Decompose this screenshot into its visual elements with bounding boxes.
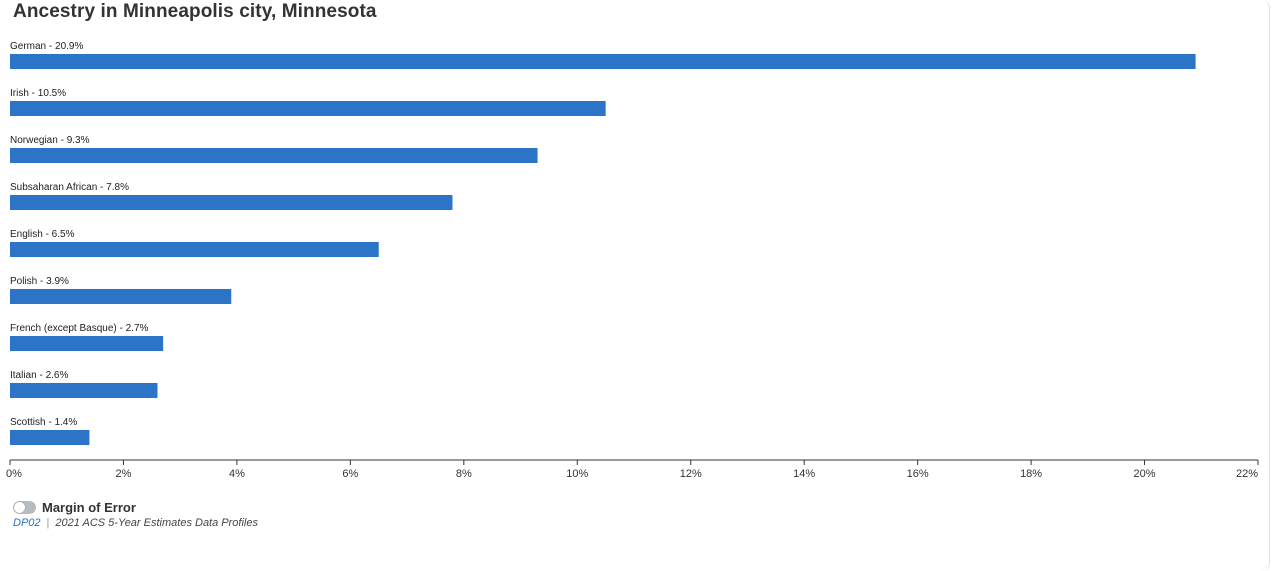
- bar-label: Polish - 3.9%: [10, 276, 69, 287]
- bar-label: German - 20.9%: [10, 41, 83, 52]
- source-separator: |: [46, 517, 50, 529]
- source-line: DP02 | 2021 ACS 5-Year Estimates Data Pr…: [13, 517, 258, 529]
- bar[interactable]: [10, 54, 1196, 69]
- x-tick-label: 16%: [907, 468, 929, 480]
- x-tick-label: 18%: [1020, 468, 1042, 480]
- x-tick-label: 2%: [116, 468, 132, 480]
- x-tick-label: 14%: [793, 468, 815, 480]
- bar-chart: German - 20.9% Irish - 10.5% Norwegian - 9…: [6, 41, 1259, 480]
- bar[interactable]: [10, 289, 232, 304]
- bar[interactable]: [10, 383, 158, 398]
- bar-label: English - 6.5%: [10, 229, 75, 240]
- x-tick-label: 0%: [6, 468, 22, 480]
- bar[interactable]: [10, 148, 538, 163]
- margin-of-error-control: Margin of Error: [13, 500, 136, 515]
- bar[interactable]: [10, 242, 379, 257]
- x-tick-label: 12%: [680, 468, 702, 480]
- x-tick-label: 8%: [456, 468, 472, 480]
- bar-label: Italian - 2.6%: [10, 370, 68, 381]
- bar-label: Scottish - 1.4%: [10, 417, 77, 428]
- x-tick-label: 22%: [1236, 468, 1258, 480]
- source-text: 2021 ACS 5-Year Estimates Data Profiles: [55, 517, 258, 529]
- bar-label: Irish - 10.5%: [10, 88, 66, 99]
- bar[interactable]: [10, 195, 453, 210]
- source-code-link[interactable]: DP02: [13, 517, 41, 529]
- bar[interactable]: [10, 336, 164, 351]
- bar[interactable]: [10, 101, 606, 116]
- toggle-knob: [14, 502, 25, 513]
- x-tick-label: 10%: [566, 468, 588, 480]
- bar-label: Norwegian - 9.3%: [10, 135, 90, 146]
- bar-label: French (except Basque) - 2.7%: [10, 323, 149, 334]
- x-tick-label: 4%: [229, 468, 245, 480]
- bar-label: Subsaharan African - 7.8%: [10, 182, 129, 193]
- x-tick-label: 6%: [342, 468, 358, 480]
- margin-of-error-toggle[interactable]: [13, 501, 36, 514]
- margin-of-error-label: Margin of Error: [42, 500, 136, 515]
- chart-title: Ancestry in Minneapolis city, Minnesota: [13, 1, 377, 22]
- x-tick-label: 20%: [1134, 468, 1156, 480]
- bar[interactable]: [10, 430, 90, 445]
